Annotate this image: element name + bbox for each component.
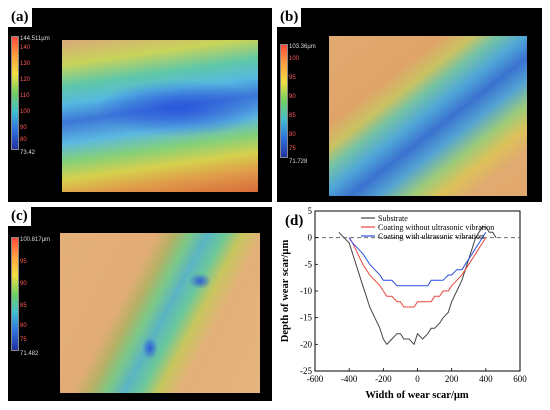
panel-a-colorbar-tick: 80	[20, 137, 27, 143]
panel-a-colorbar-tick: 90	[20, 125, 27, 131]
panel-a-colorbar	[11, 36, 19, 150]
series-line-3	[348, 232, 487, 287]
panel-a-surface-map: 144.511µm 140 130 120 110 100 90 80 73.4…	[8, 8, 272, 202]
y-tick-label: -25	[300, 366, 312, 376]
legend-entry: Substrate	[378, 214, 408, 223]
y-axis-label: Depth of wear scar/µm	[280, 240, 291, 343]
legend-entry: Coating without ultrasonic vibration	[378, 223, 494, 232]
y-tick-label: -20	[300, 339, 312, 349]
panel-d-chart: -600 -400 -200 0 200 400 600 -25 -20 -15 -10 -5 0 5 S…	[280, 206, 527, 401]
panel-a-colorbar-tick: 110	[20, 93, 30, 99]
x-tick-label: -200	[375, 374, 392, 384]
panel-b-colorbar-tick: 95	[289, 75, 296, 81]
y-tick-label: -15	[300, 313, 312, 323]
x-tick-label: 200	[445, 374, 459, 384]
y-tick-label: -10	[300, 286, 312, 296]
panel-b-colorbar-tick: 90	[289, 94, 296, 100]
panel-c-colorbar-max: 100.817µm	[20, 237, 51, 243]
y-tick-label: 5	[308, 206, 313, 216]
panel-c-colorbar-min: 71.482	[20, 351, 39, 357]
y-tick-label: -5	[305, 259, 313, 269]
x-axis-label: Width of wear scar/µm	[365, 390, 469, 401]
panel-a-colorbar-max: 144.511µm	[20, 36, 50, 42]
y-tick-label: 0	[308, 233, 313, 243]
series-line-2	[348, 237, 487, 308]
panel-c-label: (c)	[8, 207, 31, 226]
series-lines	[338, 226, 497, 346]
legend-entry: Coating with ultrasonic vibration	[378, 232, 484, 241]
panel-b-colorbar-max: 103.36µm	[289, 44, 316, 50]
panel-b-colorbar-tick: 85	[289, 113, 296, 119]
axis-ticks: -600 -400 -200 0 200 400 600 -25 -20 -15 -10 -5 0 5	[300, 206, 527, 384]
panel-c-colorbar-tick: 75	[20, 337, 27, 343]
x-tick-label: 600	[513, 374, 527, 384]
panel-c-colorbar	[11, 237, 19, 351]
panel-b-colorbar-tick: 80	[289, 132, 296, 138]
panel-b-colorbar-tick: 75	[289, 146, 296, 152]
panel-c-colorbar-tick: 85	[20, 303, 27, 309]
panel-d-label: (d)	[282, 212, 307, 231]
panel-c-image	[60, 233, 260, 393]
panel-b-colorbar-tick: 100	[289, 56, 300, 62]
series-line-1	[338, 226, 497, 346]
panel-b-colorbar	[280, 44, 288, 158]
x-tick-label: -400	[341, 374, 358, 384]
x-tick-label: 0	[415, 374, 420, 384]
x-tick-label: -600	[307, 374, 324, 384]
panel-a-label: (a)	[8, 8, 32, 27]
x-tick-label: 400	[479, 374, 493, 384]
panel-b-label: (b)	[277, 8, 302, 27]
panel-c-colorbar-tick: 90	[20, 281, 27, 287]
panel-a-image	[62, 40, 258, 192]
panel-b-image	[329, 36, 527, 196]
panel-a-colorbar-min: 73.42	[20, 150, 36, 156]
panel-a-colorbar-tick: 100	[20, 109, 31, 115]
panel-a-colorbar-tick: 130	[20, 61, 31, 67]
panel-b-colorbar-min: 71.728	[289, 159, 308, 165]
panel-c-colorbar-tick: 80	[20, 323, 27, 329]
panel-a-colorbar-tick: 140	[20, 45, 31, 51]
panel-b-surface-map: 103.36µm 100 95 90 85 80 75 71.728	[277, 8, 542, 202]
panel-c-surface-map: 100.817µm 95 90 85 80 75 71.482	[8, 207, 272, 401]
panel-a-colorbar-tick: 120	[20, 77, 31, 83]
panel-c-colorbar-tick: 95	[20, 259, 27, 265]
